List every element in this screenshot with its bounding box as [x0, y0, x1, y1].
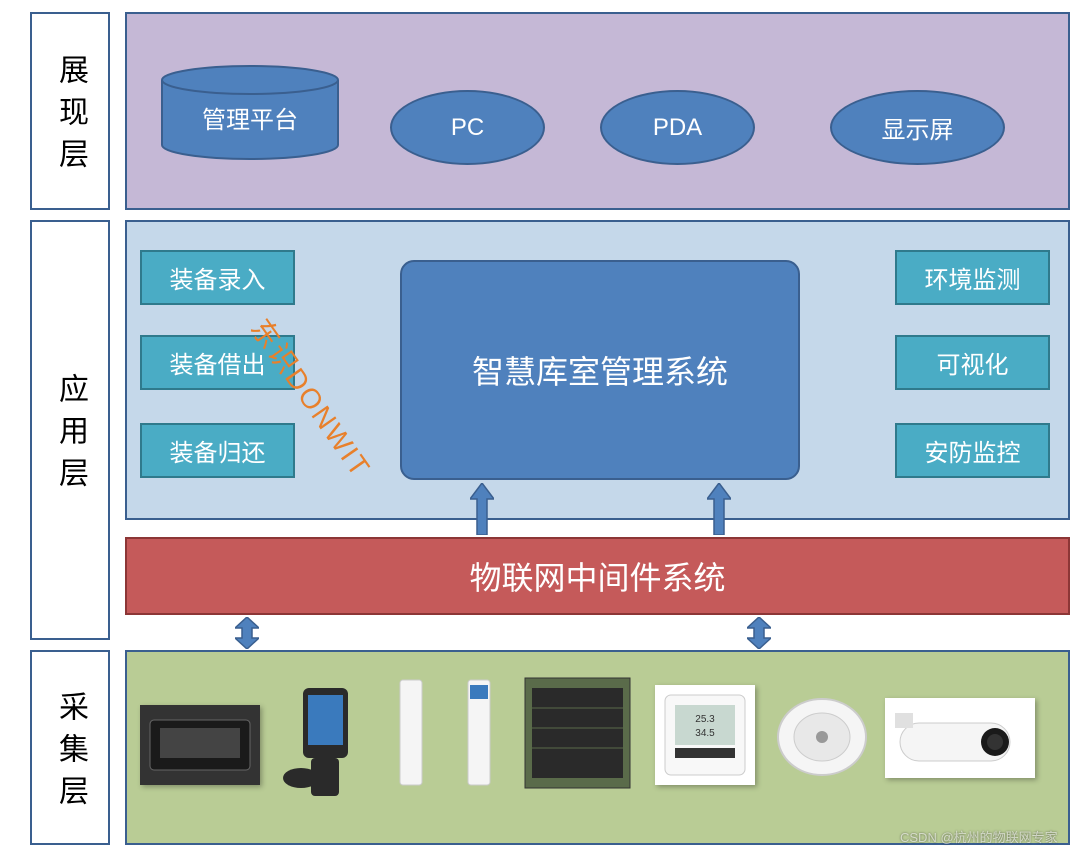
device-thermo-sensor: 25.3 34.5 [655, 685, 755, 785]
app-box-return: 装备归还 [140, 423, 295, 478]
device-rfid-gate [390, 675, 500, 790]
label: 装备录入 [170, 260, 266, 295]
label: 智慧库室管理系统 [472, 347, 728, 393]
arrow-both-1 [235, 617, 259, 649]
layer-label-presentation: 展现层 [30, 12, 110, 210]
label: PC [451, 114, 484, 142]
device-smoke-detector [775, 695, 870, 780]
middleware-label: 物联网中间件系统 [469, 553, 725, 599]
label: 环境监测 [925, 260, 1021, 295]
node-platform: 管理平台 [160, 65, 340, 160]
text: 应用层 [48, 373, 92, 499]
architecture-diagram: 展现层 管理平台 PC PDA 显示屏 应用层 物联网中间件系统 装备录入 装备… [5, 5, 1077, 847]
layer-label-collection: 采集层 [30, 650, 110, 845]
credit-text: CSDN @杭州的物联网专家 [900, 830, 1058, 845]
layer-panel-middleware: 物联网中间件系统 [125, 537, 1070, 615]
app-box-input: 装备录入 [140, 250, 295, 305]
node-pda: PDA [600, 90, 755, 165]
app-box-lend: 装备借出 [140, 335, 295, 390]
app-box-security: 安防监控 [895, 423, 1050, 478]
app-box-env: 环境监测 [895, 250, 1050, 305]
arrow-up-1 [470, 483, 494, 535]
app-center-system: 智慧库室管理系统 [400, 260, 800, 480]
app-box-viz: 可视化 [895, 335, 1050, 390]
label: 安防监控 [925, 433, 1021, 468]
credit: CSDN @杭州的物联网专家 [900, 827, 1058, 846]
device-smart-cabinet [520, 673, 635, 793]
arrow-up-2 [707, 483, 731, 535]
label: 装备借出 [170, 345, 266, 380]
label: 显示屏 [882, 110, 954, 145]
device-handheld-pda [273, 683, 368, 803]
text: 展现层 [48, 54, 92, 180]
label: 可视化 [937, 345, 1009, 380]
svg-text:25.3: 25.3 [695, 714, 715, 725]
layer-label-application: 应用层 [30, 220, 110, 640]
label: 装备归还 [170, 433, 266, 468]
svg-text:34.5: 34.5 [695, 728, 715, 739]
text: 采集层 [48, 691, 92, 817]
device-ip-camera [885, 698, 1035, 778]
node-pc: PC [390, 90, 545, 165]
label: 管理平台 [202, 100, 298, 135]
arrow-both-2 [747, 617, 771, 649]
label: PDA [653, 114, 702, 142]
device-rfid-reader [140, 705, 260, 785]
node-display: 显示屏 [830, 90, 1005, 165]
